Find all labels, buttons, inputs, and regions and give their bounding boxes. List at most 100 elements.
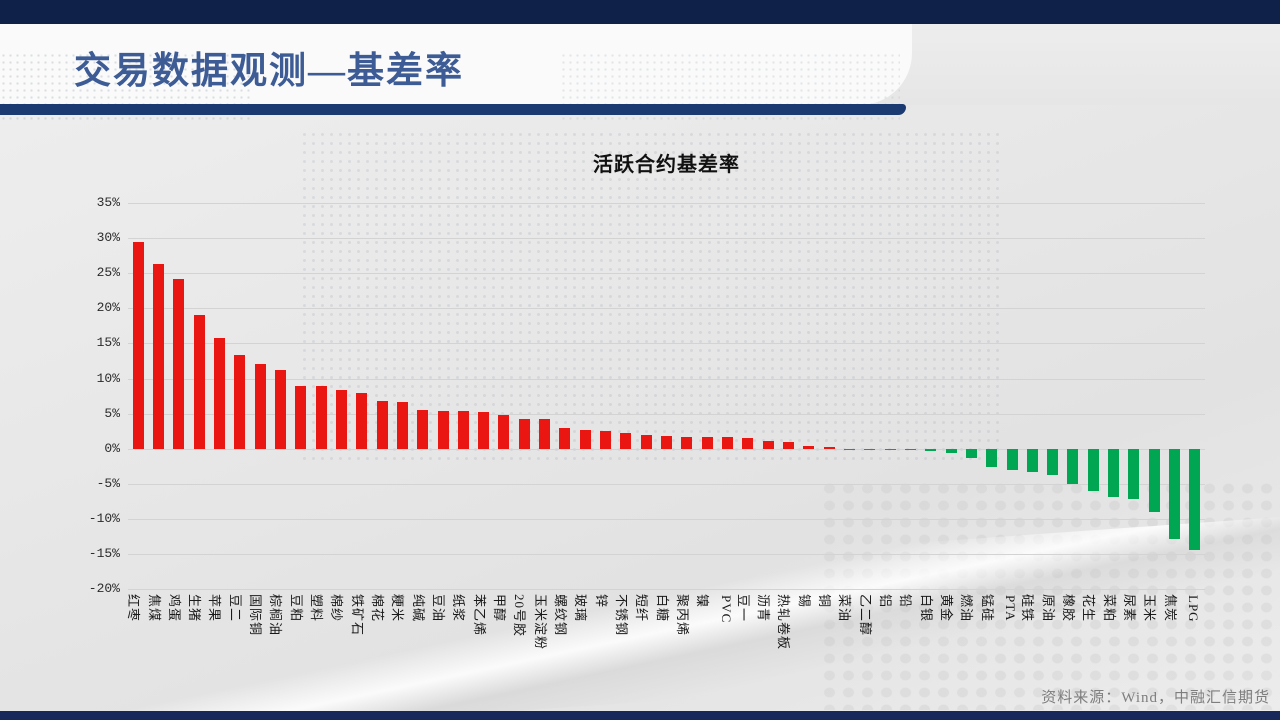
x-axis-category-text: 螺纹钢 bbox=[552, 594, 568, 637]
x-axis-category-text: 塑料 bbox=[309, 594, 324, 623]
x-axis-category-text: 纸浆 bbox=[451, 594, 467, 623]
bar bbox=[437, 410, 449, 449]
x-axis-category-text: 不锈钢 bbox=[613, 594, 629, 637]
bar bbox=[1108, 448, 1120, 497]
y-axis-tick-label: 35% bbox=[96, 195, 120, 210]
bar bbox=[315, 386, 327, 449]
bar bbox=[193, 315, 205, 449]
bar bbox=[823, 446, 835, 449]
x-axis-category-text: 聚丙烯 bbox=[674, 594, 690, 637]
x-axis-category-text: 花生 bbox=[1081, 594, 1097, 623]
x-axis-category-text: 粳米 bbox=[390, 594, 406, 623]
gridline bbox=[128, 343, 1205, 345]
header-divider-line bbox=[0, 104, 906, 115]
bar bbox=[945, 448, 957, 454]
bar bbox=[701, 437, 713, 449]
bar bbox=[884, 448, 896, 450]
x-axis-category-text: 焦煤 bbox=[146, 594, 162, 623]
x-axis-category-text: 玻璃 bbox=[573, 594, 589, 623]
y-axis-tick-label: -15% bbox=[88, 545, 120, 561]
bar bbox=[1026, 448, 1038, 472]
bar bbox=[1148, 448, 1160, 513]
bar bbox=[965, 448, 977, 459]
x-axis-category-text: 镍 bbox=[695, 594, 711, 609]
y-axis-tick-label: 0% bbox=[104, 440, 120, 456]
x-axis-category-text: 铜 bbox=[817, 594, 833, 609]
bar bbox=[295, 385, 307, 449]
bar bbox=[559, 427, 571, 449]
gridline bbox=[128, 518, 1205, 520]
x-axis-category-text: 乙二醇 bbox=[857, 594, 873, 637]
bar bbox=[1047, 448, 1059, 475]
x-axis-category-text: 豆油 bbox=[431, 594, 446, 623]
bar bbox=[600, 431, 611, 449]
page-title: 交易数据观测—基差率 bbox=[74, 51, 464, 92]
gridline bbox=[128, 273, 1205, 275]
x-axis-category-text: 棉花 bbox=[370, 594, 385, 623]
bar bbox=[579, 429, 591, 449]
x-axis-category-text: 铅 bbox=[898, 594, 914, 609]
bar bbox=[843, 448, 855, 450]
bar bbox=[478, 412, 490, 449]
bar bbox=[904, 448, 916, 450]
bar bbox=[762, 440, 774, 449]
bar bbox=[376, 400, 388, 449]
y-axis-tick-label: 5% bbox=[104, 405, 120, 421]
bar bbox=[803, 445, 815, 449]
gridline bbox=[128, 308, 1205, 310]
bar bbox=[1169, 448, 1180, 540]
bar bbox=[722, 437, 733, 449]
x-axis-category-text: PVC bbox=[718, 595, 734, 624]
bar bbox=[782, 441, 794, 449]
world-map-dots bbox=[300, 130, 1000, 460]
source-note: 资料来源：Wind，中融汇信期货 bbox=[1041, 690, 1270, 706]
x-axis-category-text: 红枣 bbox=[126, 594, 142, 623]
bar bbox=[742, 438, 754, 449]
gridline bbox=[128, 203, 1205, 204]
bar bbox=[925, 448, 937, 452]
gridline bbox=[128, 238, 1205, 240]
x-axis-category-text: PTA bbox=[1003, 595, 1018, 622]
x-axis-category-text: 沥青 bbox=[756, 594, 772, 623]
x-axis-category-text: 燃油 bbox=[959, 594, 975, 623]
x-axis-category-text: 菜油 bbox=[837, 594, 853, 623]
bar bbox=[396, 402, 408, 449]
x-axis-category-text: 黄金 bbox=[939, 594, 954, 623]
header-band bbox=[0, 24, 912, 124]
bar bbox=[417, 410, 429, 449]
y-axis-tick-label: 25% bbox=[96, 265, 120, 281]
bar bbox=[1189, 448, 1201, 550]
x-axis-category-text: 鸡蛋 bbox=[166, 594, 182, 623]
y-axis-tick-label: -20% bbox=[88, 581, 120, 596]
x-axis-category-text: 白糖 bbox=[654, 594, 670, 623]
bar bbox=[173, 278, 185, 449]
bar bbox=[1087, 448, 1099, 491]
x-axis-category-text: 棉纱 bbox=[329, 594, 345, 623]
x-axis-category-text: LPG bbox=[1185, 595, 1201, 623]
gridline bbox=[128, 553, 1205, 555]
bar bbox=[640, 434, 652, 449]
x-axis-category-text: 豆粕 bbox=[288, 594, 304, 623]
bar bbox=[274, 370, 286, 449]
bar bbox=[681, 436, 693, 449]
y-axis-tick-label: -10% bbox=[88, 510, 120, 526]
bar bbox=[335, 389, 347, 449]
bar bbox=[213, 337, 225, 449]
top-bar bbox=[0, 0, 1280, 24]
x-axis-category-text: 锡 bbox=[796, 594, 812, 609]
bar bbox=[620, 432, 632, 449]
x-axis-category-text: 热轧卷板 bbox=[776, 594, 792, 651]
x-axis-category-text: 棕榈油 bbox=[268, 594, 284, 637]
bottom-bar bbox=[0, 711, 1280, 720]
x-axis-category-text: 铁矿石 bbox=[349, 594, 365, 637]
gridline bbox=[128, 378, 1205, 380]
chart-title: 活跃合约基差率 bbox=[593, 154, 740, 176]
bar bbox=[1006, 448, 1018, 470]
x-axis-category-label: LPG bbox=[1186, 594, 1229, 623]
x-axis-category-text: 锌 bbox=[593, 594, 609, 609]
x-axis-category-text: 锰硅 bbox=[979, 594, 995, 623]
x-axis-category-text: 橡胶 bbox=[1060, 594, 1076, 623]
y-axis-tick-label: 30% bbox=[96, 230, 120, 246]
bar bbox=[356, 393, 368, 449]
